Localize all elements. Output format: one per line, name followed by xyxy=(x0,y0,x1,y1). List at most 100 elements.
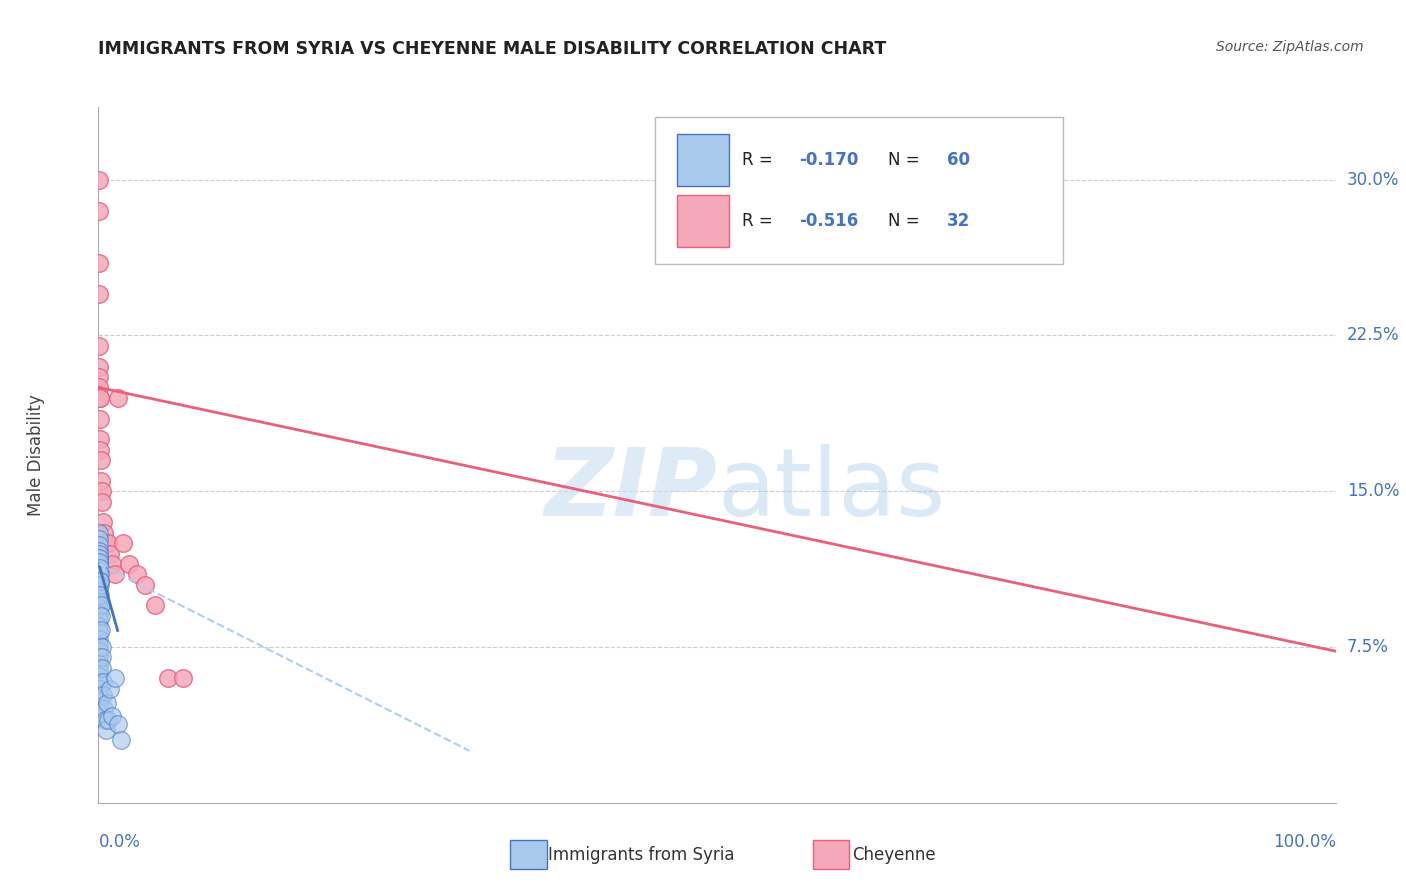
Point xyxy=(89,411,111,425)
Point xyxy=(89,380,111,394)
Text: ZIP: ZIP xyxy=(544,443,717,536)
Point xyxy=(90,640,112,654)
Point xyxy=(87,700,110,714)
Text: -0.170: -0.170 xyxy=(799,151,858,169)
Point xyxy=(89,567,111,582)
Point xyxy=(90,599,112,613)
Point xyxy=(94,723,117,738)
Point xyxy=(90,650,112,665)
Point xyxy=(143,599,166,613)
Text: N =: N = xyxy=(887,151,925,169)
Point xyxy=(87,287,110,301)
Point xyxy=(87,538,110,552)
Text: R =: R = xyxy=(742,212,778,230)
Text: 7.5%: 7.5% xyxy=(1347,638,1389,656)
Point xyxy=(89,359,111,374)
Point xyxy=(91,675,114,690)
Text: R =: R = xyxy=(742,151,778,169)
Point xyxy=(90,484,112,499)
Point xyxy=(87,563,110,577)
Point xyxy=(87,569,110,583)
Point xyxy=(98,681,121,696)
Point xyxy=(87,594,110,608)
Text: 30.0%: 30.0% xyxy=(1347,170,1399,189)
Point xyxy=(87,203,110,218)
Point xyxy=(87,688,110,702)
Point xyxy=(87,625,110,640)
Text: atlas: atlas xyxy=(717,443,945,536)
Point xyxy=(89,391,111,405)
Text: Male Disability: Male Disability xyxy=(27,394,45,516)
Text: IMMIGRANTS FROM SYRIA VS CHEYENNE MALE DISABILITY CORRELATION CHART: IMMIGRANTS FROM SYRIA VS CHEYENNE MALE D… xyxy=(98,40,887,58)
Point xyxy=(91,661,114,675)
Point xyxy=(87,694,110,708)
Point xyxy=(134,578,156,592)
Point xyxy=(87,669,110,683)
Text: 0.0%: 0.0% xyxy=(98,833,141,851)
Point xyxy=(90,474,112,488)
Text: 22.5%: 22.5% xyxy=(1347,326,1399,344)
Point xyxy=(96,696,118,710)
Point xyxy=(89,433,111,447)
Point xyxy=(89,391,111,405)
Point xyxy=(90,608,112,623)
Point xyxy=(87,644,110,658)
Text: -0.516: -0.516 xyxy=(799,212,858,230)
Point xyxy=(118,557,141,571)
Point xyxy=(156,671,179,685)
Point xyxy=(87,600,110,615)
FancyBboxPatch shape xyxy=(678,134,730,186)
Text: 60: 60 xyxy=(948,151,970,169)
Point xyxy=(93,702,115,716)
Point xyxy=(87,575,110,590)
Point xyxy=(89,557,111,571)
Point xyxy=(87,532,110,546)
Point xyxy=(93,688,115,702)
Text: 15.0%: 15.0% xyxy=(1347,483,1399,500)
Point xyxy=(89,578,111,592)
Point xyxy=(104,567,127,582)
Point xyxy=(172,671,194,685)
Point xyxy=(91,516,114,530)
Point xyxy=(87,613,110,627)
Point xyxy=(103,671,125,685)
Point xyxy=(87,657,110,671)
Point xyxy=(87,544,110,558)
Point xyxy=(91,494,114,508)
Point xyxy=(89,574,111,588)
Point xyxy=(101,708,124,723)
Point xyxy=(93,525,115,540)
Point xyxy=(107,717,129,731)
Point xyxy=(89,588,111,602)
Text: N =: N = xyxy=(887,212,925,230)
Point xyxy=(87,550,110,565)
Point xyxy=(87,681,110,696)
Point xyxy=(87,557,110,571)
Point xyxy=(87,582,110,596)
Point xyxy=(87,650,110,665)
Point xyxy=(87,706,110,721)
Text: 32: 32 xyxy=(948,212,970,230)
Point xyxy=(89,370,111,384)
Point xyxy=(107,391,129,405)
Point xyxy=(87,619,110,633)
Point xyxy=(89,550,111,565)
Point xyxy=(101,557,124,571)
Point xyxy=(94,536,117,550)
Point xyxy=(98,547,121,561)
Point xyxy=(89,563,111,577)
Point xyxy=(87,675,110,690)
Point xyxy=(87,663,110,677)
Text: Immigrants from Syria: Immigrants from Syria xyxy=(548,846,735,863)
Point xyxy=(89,547,111,561)
FancyBboxPatch shape xyxy=(678,195,730,247)
Point xyxy=(90,624,112,638)
Point xyxy=(87,632,110,646)
Point xyxy=(89,567,111,582)
Point xyxy=(87,256,110,270)
Text: 100.0%: 100.0% xyxy=(1272,833,1336,851)
Point xyxy=(87,638,110,652)
FancyBboxPatch shape xyxy=(655,118,1063,263)
Point xyxy=(87,525,110,540)
Point xyxy=(87,588,110,602)
